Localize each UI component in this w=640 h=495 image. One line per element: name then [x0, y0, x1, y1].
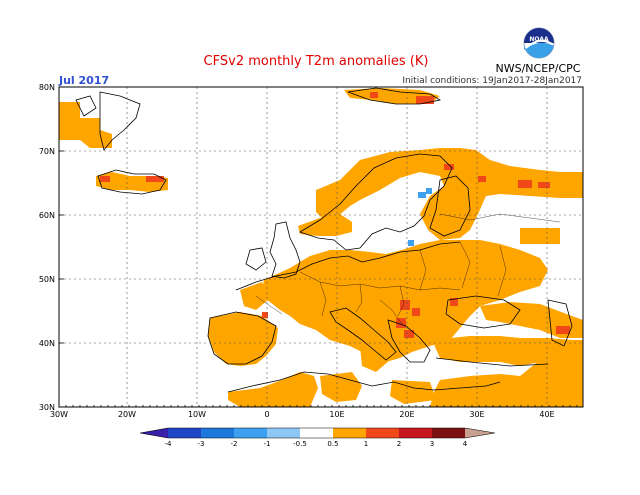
colorbar-low-arrow — [140, 428, 168, 438]
country-borders — [255, 213, 561, 325]
colorbar-label: -1 — [264, 440, 271, 448]
chart-title: CFSv2 monthly T2m anomalies (K) — [204, 54, 429, 69]
map-frame — [58, 86, 584, 408]
lat-label: 30N — [39, 403, 55, 412]
colorbar-swatch — [234, 428, 267, 438]
agency-label: NWS/NCEP/CPC — [496, 62, 581, 75]
graticule — [59, 87, 583, 407]
colorbar-label: -2 — [231, 440, 238, 448]
map-panel — [58, 86, 584, 408]
colorbar-swatch — [267, 428, 300, 438]
cold-anomaly-layer — [408, 188, 432, 246]
lat-label: 80N — [39, 83, 55, 92]
hot-anomaly-layer — [100, 92, 570, 338]
lon-label: 10W — [188, 410, 206, 419]
lon-label: 10E — [329, 410, 344, 419]
colorbar-swatch — [399, 428, 432, 438]
lat-label: 50N — [39, 275, 55, 284]
longitude-labels: 30W 20W 10W 0 10E 20E 30E 40E — [50, 410, 555, 419]
lon-label: 30W — [50, 410, 68, 419]
colorbar-swatch — [201, 428, 234, 438]
colorbar-swatch — [333, 428, 366, 438]
axis-ticks — [58, 86, 578, 408]
noaa-logo: NOAA — [523, 27, 555, 59]
colorbar-label: 0.5 — [327, 440, 338, 448]
lon-label: 20E — [399, 410, 414, 419]
colorbar-label: 4 — [463, 440, 468, 448]
colorbar-swatch — [432, 428, 465, 438]
colorbar: -4 -3 -2 -1 -0.5 0.5 1 2 3 4 — [139, 427, 496, 448]
forecast-month-label: Jul 2017 — [58, 74, 109, 87]
colorbar-swatch — [168, 428, 201, 438]
lat-label: 40N — [39, 339, 55, 348]
colorbar-label: -3 — [198, 440, 205, 448]
lat-label: 60N — [39, 211, 55, 220]
lon-label: 40E — [539, 410, 554, 419]
colorbar-label: 1 — [364, 440, 368, 448]
colorbar-swatch — [300, 428, 333, 438]
lon-label: 0 — [264, 410, 269, 419]
colorbar-label: -4 — [165, 440, 173, 448]
initial-conditions-label: Initial conditions: 19Jan2017-28Jan2017 — [402, 76, 582, 86]
coastlines — [75, 87, 573, 393]
colorbar-label: 3 — [430, 440, 434, 448]
lon-label: 20W — [118, 410, 136, 419]
colorbar-high-arrow — [465, 428, 495, 438]
colorbar-label: -0.5 — [293, 440, 307, 448]
lat-label: 70N — [39, 147, 55, 156]
latitude-labels: 80N 70N 60N 50N 40N 30N — [39, 83, 55, 412]
lon-label: 30E — [469, 410, 484, 419]
colorbar-label: 2 — [397, 440, 401, 448]
svg-text:NOAA: NOAA — [529, 36, 549, 43]
colorbar-swatch — [366, 428, 399, 438]
